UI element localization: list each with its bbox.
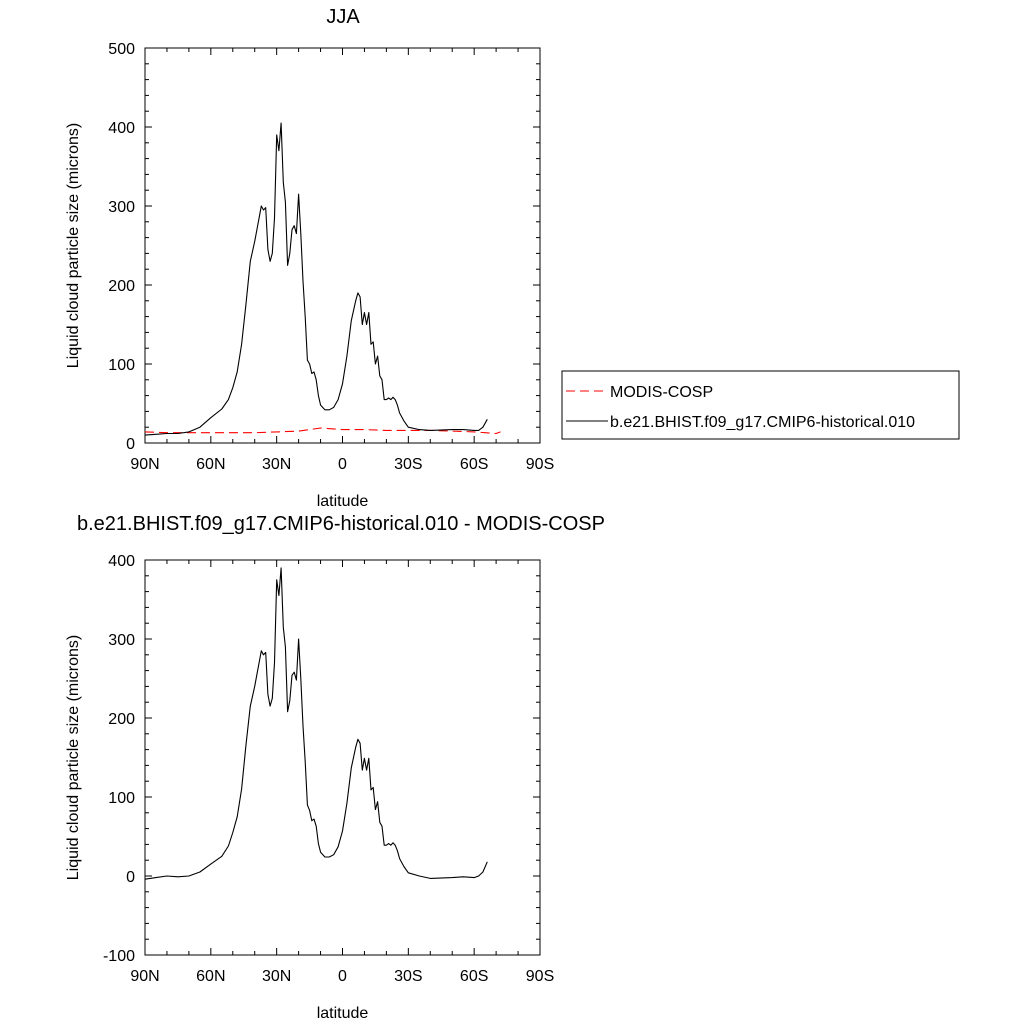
top-x-tick-label: 30N (262, 456, 291, 473)
bottom-y-tick-label: 0 (126, 869, 135, 886)
bottom-x-tick-label: 60S (460, 968, 488, 985)
top-x-axis-title: latitude (317, 493, 369, 510)
top-x-tick-label: 90N (130, 456, 159, 473)
top-plot-legend: MODIS-COSP b.e21.BHIST.f09_g17.CMIP6-hist… (561, 370, 960, 440)
bottom-x-tick-label: 60N (196, 968, 225, 985)
bottom-y-axis-title: Liquid cloud particle size (microns) (65, 635, 82, 880)
bottom-plot-area: 90N 60N 30N 0 30S 60S 90S -100 0 100 200 300 400 lati… (65, 553, 554, 1022)
bottom-x-tick-label: 30N (262, 968, 291, 985)
legend-label: b.e21.BHIST.f09_g17.CMIP6-historical.010 (610, 414, 915, 431)
legend-box (561, 370, 960, 440)
bottom-y-tick-label: -100 (103, 948, 135, 965)
bottom-x-tick-label: 30S (394, 968, 422, 985)
bottom-series-line-difference (144, 567, 488, 880)
top-y-tick-label: 200 (108, 278, 135, 295)
top-x-tick-label: 60S (460, 456, 488, 473)
top-y-tick-label: 100 (108, 357, 135, 374)
bottom-x-tick-label: 0 (338, 968, 347, 985)
top-x-tick-label: 0 (338, 456, 347, 473)
top-plot-title: JJA (326, 6, 360, 28)
bottom-y-tick-label: 300 (108, 632, 135, 649)
bottom-plot-frame (144, 559, 541, 956)
bottom-y-tick-label: 200 (108, 711, 135, 728)
top-series-line-modis-cosp (144, 427, 501, 435)
bottom-x-tick-label: 90S (526, 968, 554, 985)
top-x-tick-label: 90S (526, 456, 554, 473)
top-x-tick-label: 60N (196, 456, 225, 473)
top-series-line-b-e21-bhist-f09-g17-cmip6-historical-010 (144, 122, 488, 436)
top-plot-area: 90N 60N 30N 0 30S 60S 90S 0 100 200 300 400 500 latit… (65, 41, 554, 510)
bottom-y-tick-label: 100 (108, 790, 135, 807)
top-y-tick-label: 300 (108, 199, 135, 216)
bottom-plot-title: b.e21.BHIST.f09_g17.CMIP6-historical.010… (77, 513, 605, 535)
bottom-x-axis-title: latitude (317, 1005, 369, 1022)
bottom-x-tick-label: 90N (130, 968, 159, 985)
top-y-tick-label: 500 (108, 41, 135, 58)
bottom-y-tick-label: 400 (108, 553, 135, 570)
top-x-tick-label: 30S (394, 456, 422, 473)
legend-label: MODIS-COSP (610, 384, 713, 401)
top-y-tick-label: 0 (126, 436, 135, 453)
top-y-axis-title: Liquid cloud particle size (microns) (65, 123, 82, 368)
top-y-tick-label: 400 (108, 120, 135, 137)
